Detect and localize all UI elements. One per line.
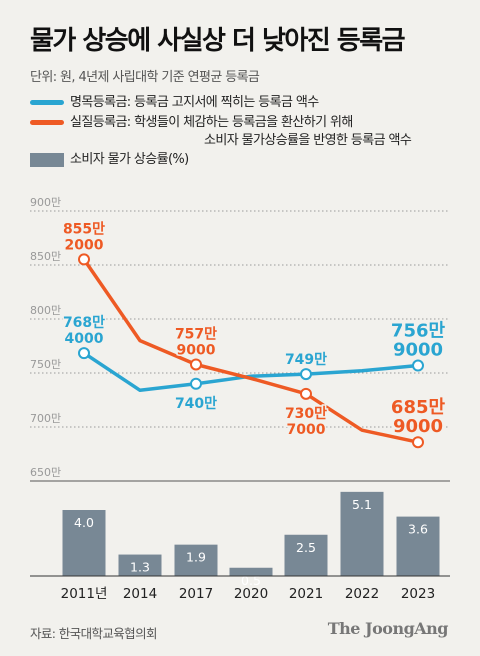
legend-cpi-swatch xyxy=(30,152,64,167)
nominal-data-label: 740만 xyxy=(175,396,217,412)
nominal-data-label: 4000 xyxy=(65,331,104,347)
y-tick-label: 800만 xyxy=(30,304,61,317)
cpi-bar-label: 5.1 xyxy=(352,497,372,512)
cpi-bar xyxy=(229,567,273,576)
legend-nominal: 명목등록금: 등록금 고지서에 찍히는 등록금 액수 xyxy=(30,91,319,110)
legend-cpi-label: 소비자 물가 상승률(%) xyxy=(70,152,189,167)
real-data-label: 9000 xyxy=(177,342,216,358)
cpi-bar xyxy=(118,554,162,576)
nominal-line xyxy=(82,351,420,393)
real-data-label: 2000 xyxy=(65,237,104,253)
cpi-bar xyxy=(340,491,384,576)
real-point xyxy=(412,436,424,449)
chart-subtitle: 단위: 원, 4년제 사립대학 기준 연평균 등록금 xyxy=(30,70,260,85)
x-tick-label: 2020 xyxy=(234,586,268,602)
real-point xyxy=(300,387,312,400)
real-data-label: 685만 xyxy=(391,397,446,418)
cpi-bar-label: 4.0 xyxy=(74,515,94,530)
y-tick-label: 750만 xyxy=(30,358,61,371)
nominal-data-label: 768만 xyxy=(63,315,105,331)
legend-real: 실질등록금: 학생들이 체감하는 등록금을 환산하기 위해 xyxy=(30,111,353,130)
cpi-bar xyxy=(62,510,106,576)
y-tick-label: 850만 xyxy=(30,250,61,263)
nominal-data-label: 756만 xyxy=(391,321,446,342)
x-tick-label: 2023 xyxy=(401,586,435,602)
real-data-label: 855만 xyxy=(63,221,105,237)
real-point xyxy=(78,253,90,266)
source-note: 자료: 한국대학교육협의회 xyxy=(30,626,157,641)
real-data-label: 730만 xyxy=(285,406,327,422)
x-tick-label: 2021 xyxy=(289,586,323,602)
cpi-bar xyxy=(174,544,218,576)
x-tick-label: 2022 xyxy=(345,586,379,602)
nominal-data-label: 749만 xyxy=(285,352,327,368)
real-data-label: 757만 xyxy=(175,326,217,342)
y-tick-label: 700만 xyxy=(30,412,61,425)
real-data-label: 7000 xyxy=(287,422,326,438)
legend-cpi: 소비자 물가 상승률(%) xyxy=(30,148,189,167)
legend-real-label: 실질등록금: 학생들이 체감하는 등록금을 환산하기 위해 xyxy=(70,115,353,130)
legend-nominal-swatch xyxy=(30,100,64,105)
brand-logo: The JoongAng xyxy=(327,619,449,638)
y-tick-label: 900만 xyxy=(30,196,61,209)
cpi-bar xyxy=(396,516,440,576)
x-tick-label: 2014 xyxy=(123,586,157,602)
nominal-point xyxy=(190,377,202,390)
legend-real-label-line2: 소비자 물가상승률을 반영한 등록금 액수 xyxy=(204,133,412,148)
legend-nominal-label: 명목등록금: 등록금 고지서에 찍히는 등록금 액수 xyxy=(70,95,319,110)
nominal-point xyxy=(300,368,312,381)
nominal-point xyxy=(78,347,90,360)
cpi-bar-label: 1.9 xyxy=(186,550,206,565)
legend-real-swatch xyxy=(30,120,64,125)
cpi-bar-label: 3.6 xyxy=(408,522,428,537)
x-tick-label: 2017 xyxy=(179,586,213,602)
nominal-point xyxy=(412,359,424,372)
y-tick-label: 650만 xyxy=(30,466,61,479)
cpi-bar xyxy=(284,534,328,576)
nominal-data-label: 9000 xyxy=(393,340,443,361)
cpi-bar-label: 2.5 xyxy=(296,540,316,555)
real-point xyxy=(190,358,202,371)
real-data-label: 9000 xyxy=(393,416,443,437)
chart-title: 물가 상승에 사실상 더 낮아진 등록금 xyxy=(30,26,406,56)
real-line xyxy=(82,257,420,444)
cpi-bar-label: 1.3 xyxy=(130,560,150,575)
x-tick-label: 2011년 xyxy=(61,586,108,602)
